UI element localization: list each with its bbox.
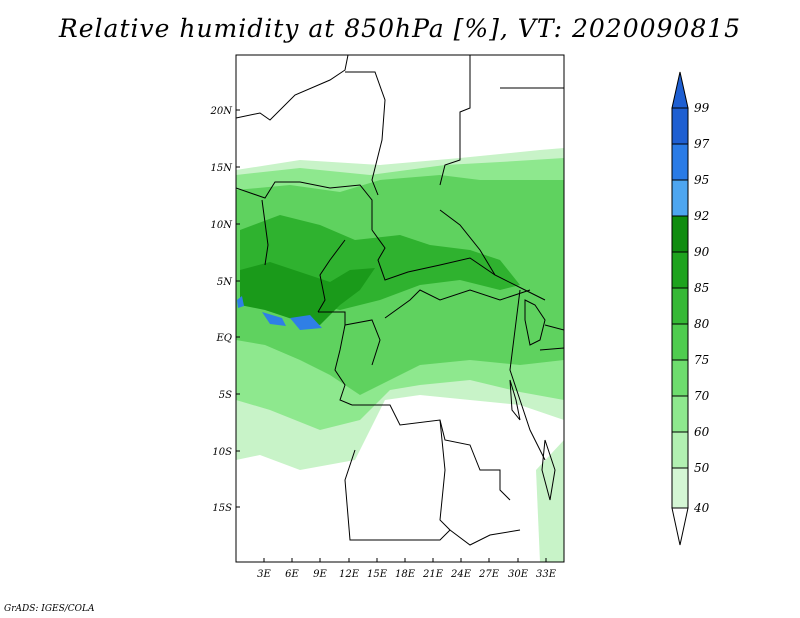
border-north-1 <box>236 55 349 121</box>
colorbar-segment <box>671 323 689 361</box>
lat-label: 10N <box>211 220 234 231</box>
colorbar-top-arrow <box>671 71 689 109</box>
field-blue-3 <box>237 296 244 308</box>
border-angola <box>352 404 511 501</box>
lon-label: 9E <box>313 569 327 580</box>
border-drc-east <box>509 289 546 461</box>
colorbar-label: 85 <box>694 281 709 295</box>
country-borders <box>236 55 564 546</box>
lon-label: 30E <box>508 569 529 580</box>
border-sahel <box>236 181 373 230</box>
colorbar-label: 70 <box>694 389 710 403</box>
field-light-south <box>536 440 564 562</box>
colorbar-label: 97 <box>694 137 710 151</box>
lat-label: 5S <box>219 390 232 401</box>
colorbar-segment <box>671 215 689 253</box>
border-east-2 <box>539 347 564 351</box>
colorbar-segment <box>671 395 689 433</box>
colorbar-label: 90 <box>694 245 710 259</box>
map-title: Relative humidity at 850hPa [%], VT: 202… <box>58 14 742 43</box>
colorbar: 99 97 95 92 90 85 80 75 70 60 50 40 <box>671 71 710 546</box>
colorbar-label: 75 <box>694 353 709 367</box>
colorbar-segment <box>671 179 689 217</box>
field-darker <box>240 262 375 325</box>
border-car <box>439 209 546 301</box>
lon-label: 33E <box>536 569 557 580</box>
colorbar-segment <box>671 287 689 325</box>
border-angola-south <box>344 449 521 546</box>
lat-label: EQ <box>216 333 233 344</box>
colorbar-label: 92 <box>694 209 709 223</box>
border-north-3 <box>439 55 471 186</box>
colorbar-segment <box>671 467 689 509</box>
colorbar-bottom-arrow <box>671 507 689 546</box>
border-congo <box>334 324 353 406</box>
colorbar-segment <box>671 143 689 181</box>
grads-credit: GrADS: IGES/COLA <box>4 604 95 614</box>
colorbar-label: 95 <box>694 173 709 187</box>
border-east-1 <box>544 324 564 331</box>
humidity-field <box>236 148 564 562</box>
lon-label: 3E <box>257 569 271 580</box>
lat-label: 15S <box>212 503 232 514</box>
colorbar-segment <box>671 359 689 397</box>
border-drc-north <box>384 289 531 319</box>
colorbar-segment <box>671 107 689 145</box>
lat-label: 15N <box>211 163 234 174</box>
colorbar-label: 40 <box>693 501 710 515</box>
lon-label: 12E <box>339 569 360 580</box>
border-nigeria <box>261 199 269 266</box>
colorbar-segment <box>671 431 689 469</box>
field-blue-1 <box>262 312 286 326</box>
field-blue-2 <box>290 315 322 330</box>
border-gabon <box>318 311 381 366</box>
lon-label: 18E <box>395 569 416 580</box>
border-lake-1 <box>524 299 546 346</box>
colorbar-label: 80 <box>694 317 710 331</box>
border-lake-2 <box>509 379 521 421</box>
lon-label: 21E <box>422 569 444 580</box>
colorbar-label: 60 <box>694 425 710 439</box>
colorbar-label: 99 <box>694 101 710 115</box>
lat-label: 20N <box>210 106 234 117</box>
lon-label: 24E <box>450 569 472 580</box>
colorbar-segment <box>671 251 689 289</box>
border-lake-3 <box>541 439 556 501</box>
border-zambia <box>439 419 451 531</box>
lat-label: 5N <box>217 277 233 288</box>
lat-label: 10S <box>212 447 232 458</box>
map-frame <box>235 54 565 563</box>
lon-label: 27E <box>478 569 500 580</box>
lat-axis: 20N 15N 10N 5N EQ 5S 10S 15S <box>210 106 240 514</box>
colorbar-label: 50 <box>694 461 710 475</box>
lon-axis: 3E 6E 9E 12E 15E 18E 21E 24E 27E 30E 33E <box>257 558 557 580</box>
border-chad <box>371 229 496 281</box>
lon-label: 6E <box>285 569 299 580</box>
lon-label: 15E <box>367 569 388 580</box>
border-north-2 <box>345 71 386 196</box>
border-cameroon <box>317 239 346 313</box>
